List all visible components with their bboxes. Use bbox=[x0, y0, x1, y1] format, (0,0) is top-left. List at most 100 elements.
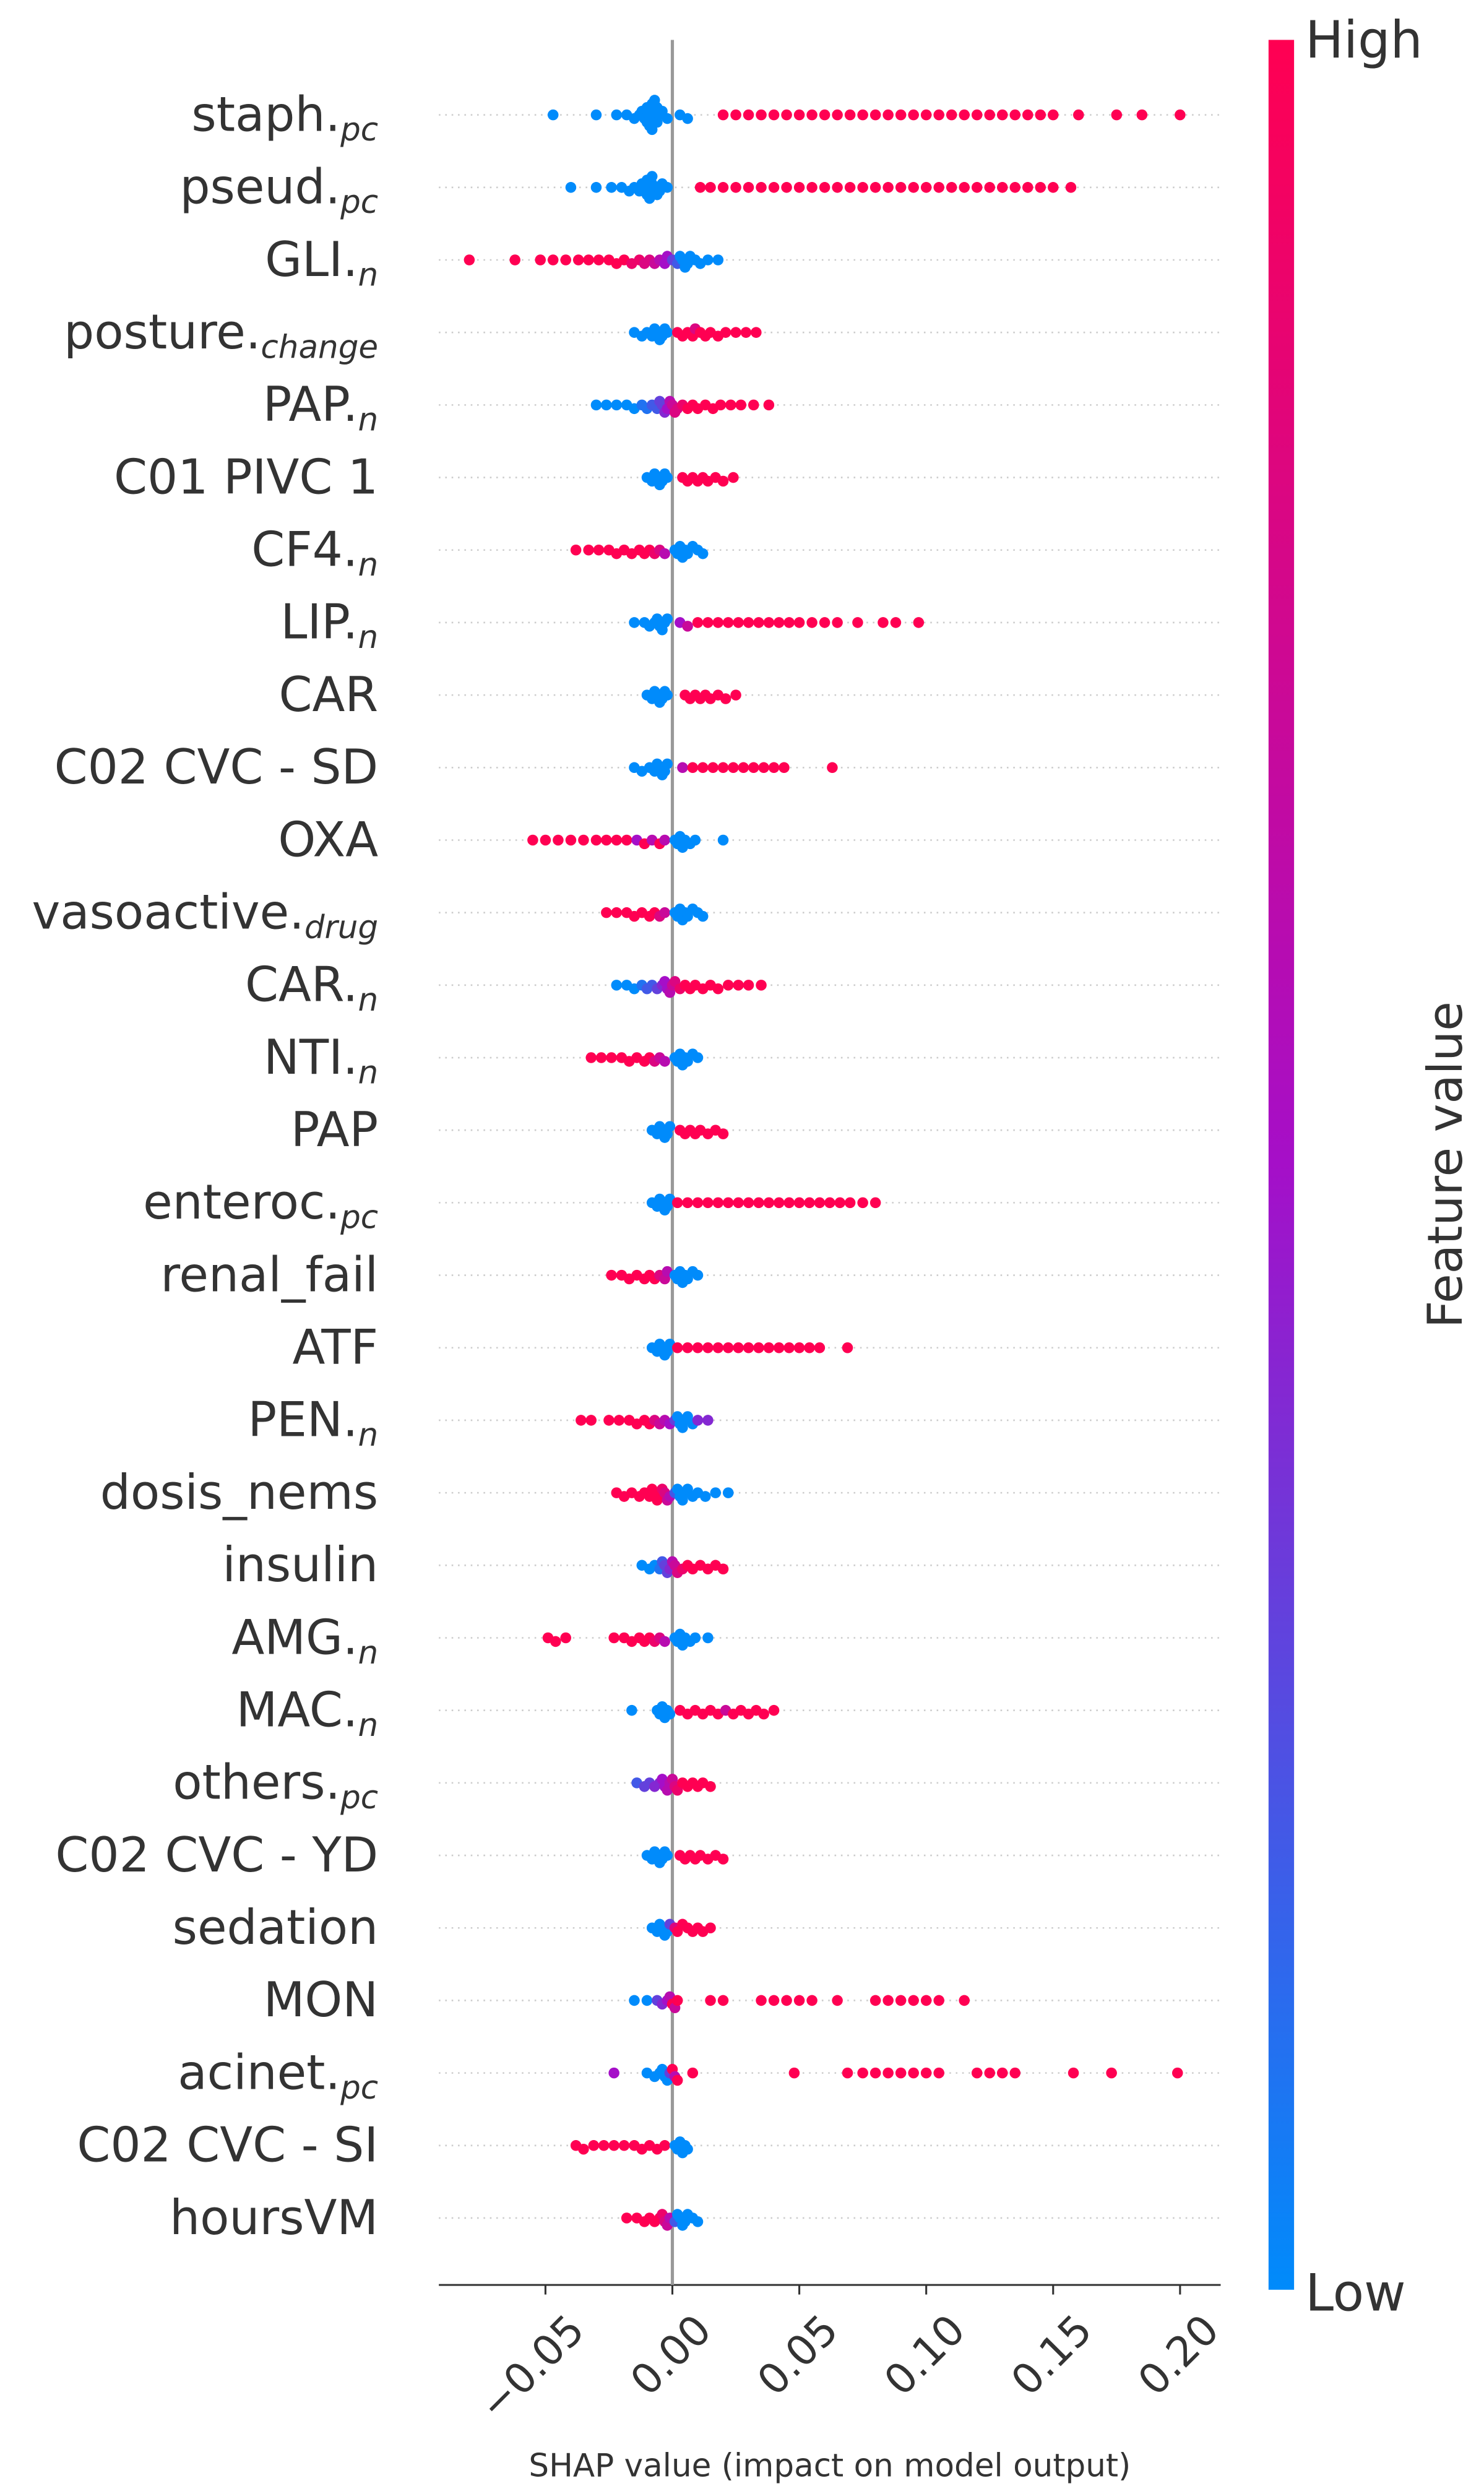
dot bbox=[869, 182, 881, 193]
dot bbox=[895, 109, 907, 121]
feature-label: PAP bbox=[291, 1102, 378, 1158]
dot bbox=[730, 182, 741, 193]
dot bbox=[705, 1781, 716, 1792]
dot bbox=[717, 1854, 729, 1865]
dot bbox=[783, 617, 795, 628]
feature-name: CAR. bbox=[245, 957, 358, 1013]
feature-label: vasoactive.drug bbox=[32, 884, 378, 946]
dot bbox=[659, 1636, 670, 1647]
feature-name: vasoactive. bbox=[32, 884, 304, 940]
feature-label: others.pc bbox=[173, 1755, 378, 1816]
dot bbox=[804, 1342, 815, 1353]
feature-subscript: pc bbox=[340, 2070, 378, 2107]
dot bbox=[712, 983, 724, 995]
feature-subscript: n bbox=[358, 546, 378, 584]
feature-name: ATF bbox=[293, 1320, 379, 1376]
dot bbox=[793, 1197, 805, 1209]
dot bbox=[984, 2067, 995, 2079]
dot bbox=[933, 109, 944, 121]
dot bbox=[827, 762, 838, 774]
feature-label: NTI.n bbox=[264, 1030, 378, 1091]
dot bbox=[722, 1342, 734, 1353]
dot bbox=[768, 109, 780, 121]
dot bbox=[576, 1415, 587, 1426]
dot bbox=[895, 182, 907, 193]
dot bbox=[588, 2140, 600, 2151]
dot bbox=[717, 1128, 729, 1139]
dot bbox=[712, 254, 724, 265]
dot bbox=[692, 617, 704, 628]
colorbar-high: High bbox=[1305, 11, 1423, 70]
dot bbox=[920, 109, 932, 121]
dot bbox=[806, 182, 817, 193]
dot bbox=[671, 2074, 683, 2086]
dot bbox=[1022, 182, 1033, 193]
x-tick-label: 0.05 bbox=[748, 2305, 848, 2405]
dot bbox=[659, 834, 670, 846]
feature-label: insulin bbox=[222, 1537, 378, 1593]
dot bbox=[758, 762, 769, 774]
dot bbox=[621, 834, 632, 846]
feature-label: C02 CVC - YD bbox=[55, 1828, 378, 1883]
dot bbox=[1111, 109, 1123, 121]
feature-name: NTI. bbox=[264, 1030, 358, 1085]
dot bbox=[641, 1995, 653, 2006]
dot bbox=[702, 254, 714, 265]
dot bbox=[608, 2067, 619, 2079]
dot bbox=[882, 182, 894, 193]
dot bbox=[857, 1197, 868, 1209]
dot bbox=[692, 2216, 704, 2227]
dot bbox=[743, 109, 754, 121]
dot bbox=[671, 1197, 683, 1209]
dot bbox=[740, 327, 752, 338]
dot bbox=[565, 834, 577, 846]
dot bbox=[707, 762, 718, 774]
dot bbox=[788, 2067, 800, 2079]
dot bbox=[743, 182, 754, 193]
feature-subscript: n bbox=[358, 619, 378, 656]
dot bbox=[662, 1850, 673, 1861]
feature-name: CF4. bbox=[251, 522, 358, 578]
dot bbox=[550, 1636, 561, 1647]
dot bbox=[717, 109, 729, 121]
dot bbox=[671, 1342, 683, 1353]
dot bbox=[547, 109, 559, 121]
dot bbox=[697, 548, 709, 559]
dot bbox=[712, 1342, 724, 1353]
dot bbox=[996, 109, 1008, 121]
dot bbox=[756, 182, 767, 193]
dot bbox=[702, 617, 714, 628]
feature-label: CF4.n bbox=[251, 522, 378, 584]
dot bbox=[611, 834, 623, 846]
dot bbox=[464, 254, 475, 265]
dot bbox=[702, 1415, 714, 1426]
dot bbox=[933, 1995, 944, 2006]
dot bbox=[646, 171, 658, 182]
dot bbox=[593, 544, 605, 556]
dot bbox=[662, 182, 673, 193]
dot bbox=[720, 693, 731, 704]
feature-name: OXA bbox=[278, 812, 378, 868]
feature-subscript: drug bbox=[304, 909, 378, 946]
dot bbox=[753, 1197, 764, 1209]
dot bbox=[984, 109, 995, 121]
dot bbox=[662, 113, 673, 124]
dot bbox=[763, 399, 775, 411]
dot bbox=[781, 109, 792, 121]
dot bbox=[971, 182, 983, 193]
dot bbox=[598, 2140, 610, 2151]
dot bbox=[753, 617, 764, 628]
dot bbox=[908, 1995, 919, 2006]
dot bbox=[722, 617, 734, 628]
dot bbox=[603, 1415, 615, 1426]
dot bbox=[920, 1995, 932, 2006]
dot bbox=[763, 1197, 775, 1209]
feature-label: renal_fail bbox=[160, 1247, 378, 1303]
dot bbox=[527, 834, 538, 846]
dot bbox=[996, 182, 1008, 193]
dot bbox=[804, 1197, 815, 1209]
feature-subscript: n bbox=[358, 982, 378, 1019]
feature-label: ATF bbox=[293, 1320, 379, 1376]
feature-name: others. bbox=[173, 1755, 340, 1811]
